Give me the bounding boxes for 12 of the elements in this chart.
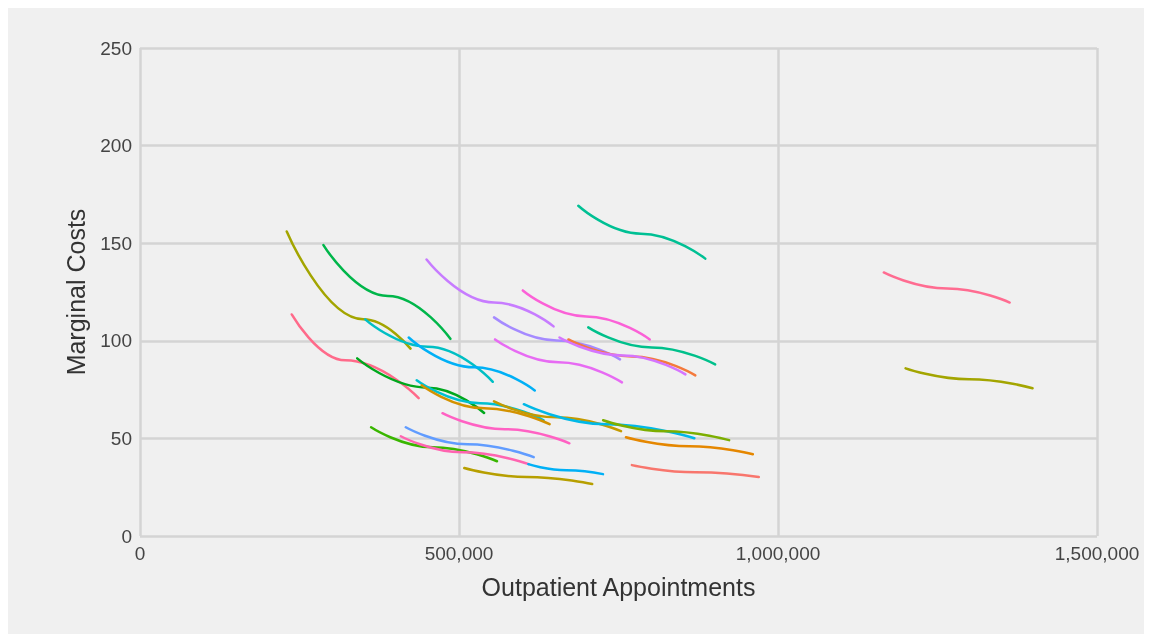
y-axis-title: Marginal Costs <box>61 208 90 376</box>
x-tick-label: 1,500,000 <box>1054 543 1140 564</box>
y-tick-label: 50 <box>110 427 132 449</box>
y-tick-label: 200 <box>100 135 132 157</box>
x-tick-label: 1,000,000 <box>735 543 821 564</box>
y-tick-label: 0 <box>121 525 132 547</box>
y-tick-label: 250 <box>100 37 132 59</box>
y-tick-label: 150 <box>100 232 132 254</box>
x-tick-label: 0 <box>134 543 146 564</box>
x-tick-label: 500,000 <box>424 543 494 564</box>
y-tick-label: 100 <box>100 330 132 352</box>
x-axis-title: Outpatient Appointments <box>481 572 756 601</box>
